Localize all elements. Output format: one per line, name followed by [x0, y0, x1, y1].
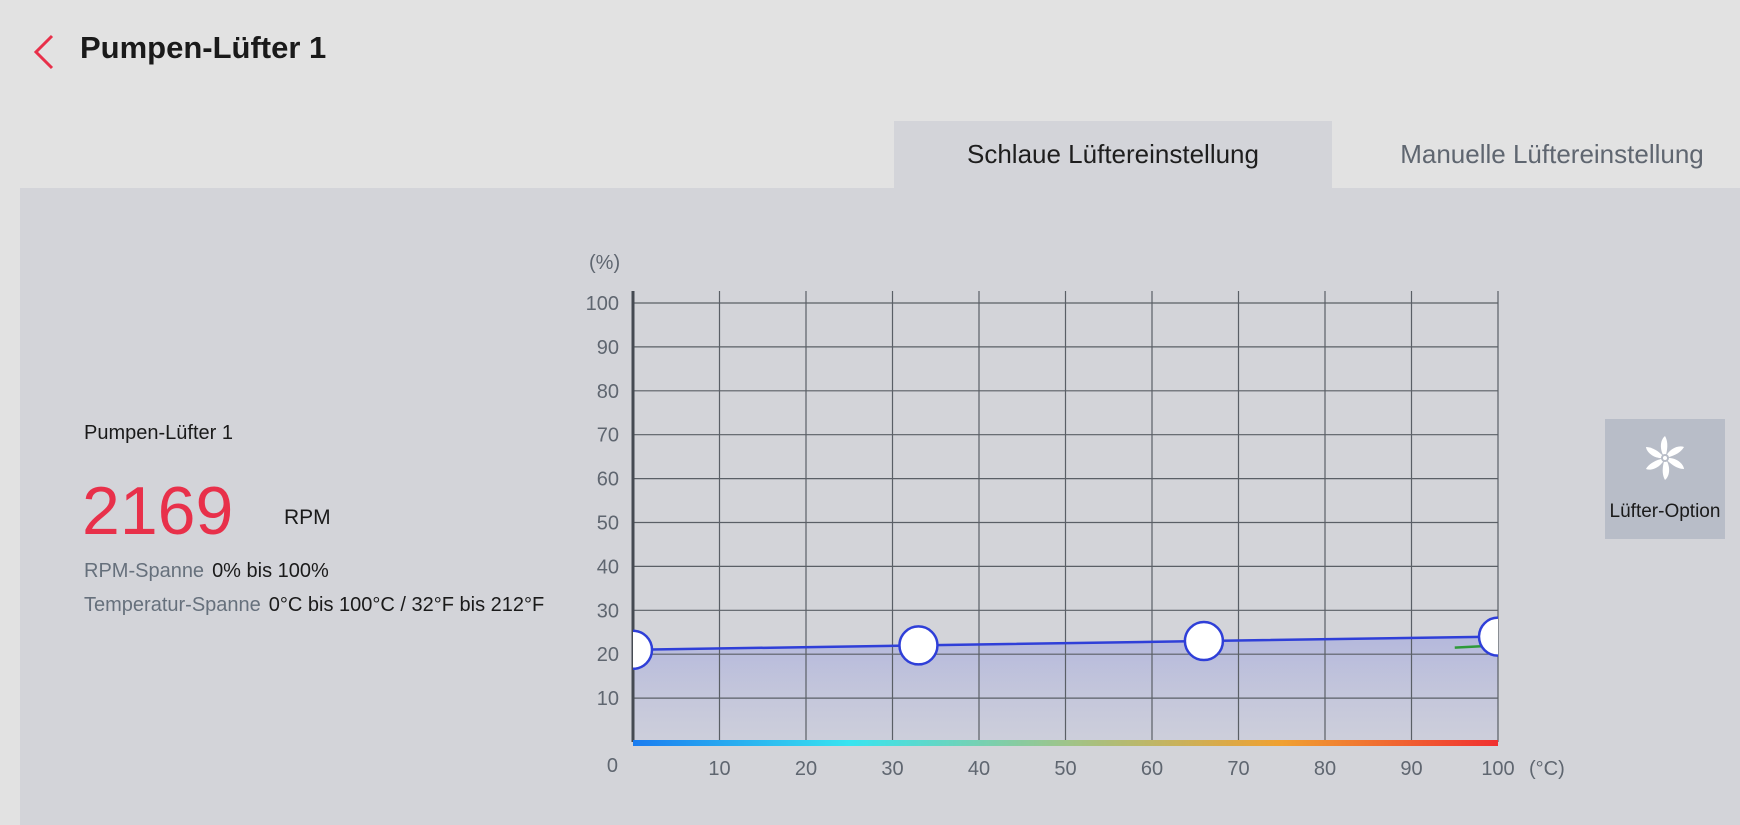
chevron-left-icon[interactable] — [30, 32, 60, 72]
header: Pumpen-Lüfter 1 — [0, 0, 1740, 100]
temp-range-value: 0°C bis 100°C / 32°F bis 212°F — [268, 594, 545, 616]
fan-icon — [1645, 436, 1685, 480]
rpm-range-label: RPM-Spanne — [84, 560, 205, 582]
page-title: Pumpen-Lüfter 1 — [80, 30, 327, 65]
rpm-value: 2169 — [82, 473, 234, 549]
tab-bar: Schlaue Lüftereinstellung Manuelle Lüfte… — [894, 121, 1740, 188]
rpm-range-value: 0% bis 100% — [212, 560, 329, 582]
tab-manual-fan[interactable]: Manuelle Lüftereinstellung — [1400, 139, 1704, 169]
tab-smart-fan[interactable]: Schlaue Lüftereinstellung — [894, 121, 1332, 188]
curve-point-handle[interactable] — [1183, 620, 1225, 662]
rpm-range-row: RPM-Spanne 0% bis 100% — [84, 560, 329, 583]
fan-settings-panel — [20, 188, 1740, 825]
curve-point-handle[interactable] — [898, 625, 939, 666]
temp-range-row: Temperatur-Spanne 0°C bis 100°C / 32°F bi… — [84, 594, 544, 617]
fan-name: Pumpen-Lüfter 1 — [84, 422, 233, 444]
curve-point-handle[interactable] — [614, 629, 654, 671]
fan-option-label: Lüfter-Option — [1609, 501, 1721, 522]
curve-point-handle[interactable] — [1477, 616, 1517, 657]
rpm-unit: RPM — [284, 506, 331, 529]
fan-option-button[interactable]: Lüfter-Option — [1605, 419, 1725, 539]
temp-range-label: Temperatur-Spanne — [84, 594, 261, 616]
